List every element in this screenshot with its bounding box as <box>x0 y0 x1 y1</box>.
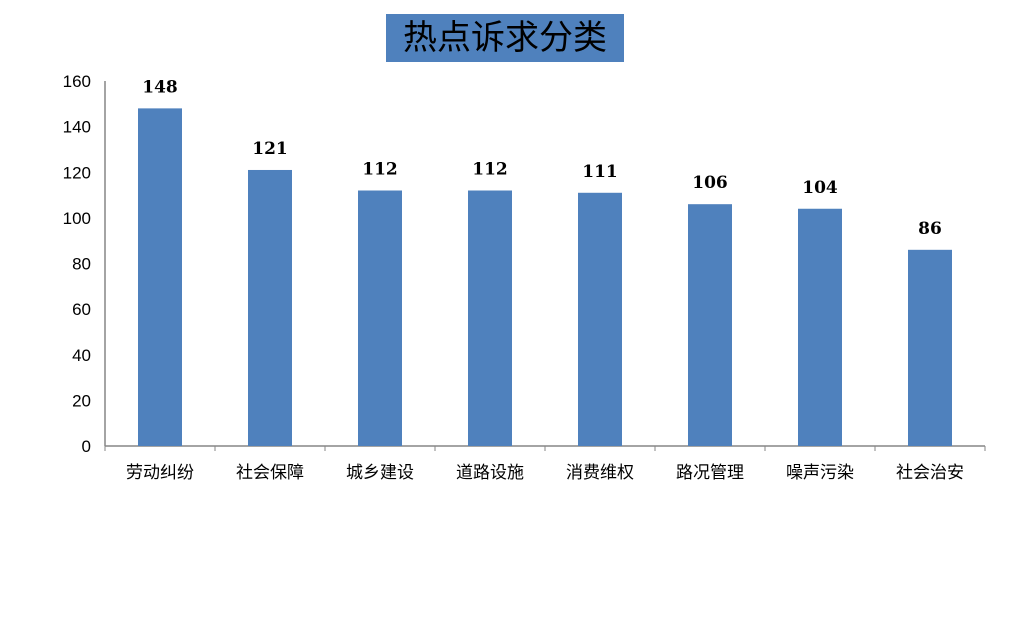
data-label: 112 <box>362 160 398 180</box>
bar <box>578 192 622 446</box>
x-tick-label: 社会治安 <box>896 463 964 483</box>
x-tick-label: 道路设施 <box>456 463 524 483</box>
y-tick-label: 20 <box>72 391 91 410</box>
x-tick-label: 消费维权 <box>566 463 634 483</box>
y-tick-label: 100 <box>63 209 91 228</box>
bar <box>468 190 512 446</box>
data-label: 104 <box>802 178 838 198</box>
y-tick-label: 140 <box>63 118 91 137</box>
y-tick-label: 60 <box>72 300 91 319</box>
data-label: 148 <box>142 77 178 97</box>
bar <box>908 249 952 446</box>
x-tick-label: 路况管理 <box>676 463 744 483</box>
bar <box>248 169 292 446</box>
bar <box>138 108 182 446</box>
y-tick-label: 0 <box>82 437 91 456</box>
x-tick-label: 社会保障 <box>236 463 304 483</box>
x-tick-label: 劳动纠纷 <box>126 463 194 483</box>
data-label: 112 <box>472 160 508 180</box>
y-tick-label: 120 <box>63 163 91 182</box>
x-tick-label: 噪声污染 <box>786 463 854 483</box>
data-label: 106 <box>692 173 728 193</box>
bar <box>688 204 732 446</box>
chart-title: 热点诉求分类 <box>386 14 624 62</box>
x-tick-label: 城乡建设 <box>346 463 414 483</box>
bar <box>358 190 402 446</box>
data-label: 121 <box>252 139 288 159</box>
y-tick-label: 40 <box>72 346 91 365</box>
y-tick-label: 160 <box>63 72 91 91</box>
data-label: 86 <box>918 219 942 239</box>
bar <box>798 208 842 446</box>
data-label: 111 <box>582 162 618 182</box>
y-tick-label: 80 <box>72 255 91 274</box>
